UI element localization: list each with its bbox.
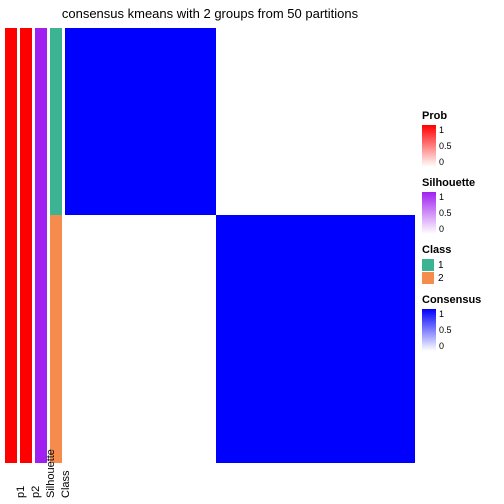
legend-tick: 0.5 [439,141,452,151]
legend-tick: 0.5 [439,208,452,218]
annotation-col-silhouette [35,28,47,463]
x-label-silhouette: Silhouette [45,449,57,498]
heatmap-cell [216,215,416,463]
legend-consensus: Consensus 1 0.5 0 [422,294,500,351]
annotation-col-p1 [5,28,17,463]
legend-item: 2 [422,272,500,284]
legend-panel: Prob 1 0.5 0 Silhouette 1 0.5 0 Class 1 2 Consensus… [422,110,500,361]
legend-prob: Prob 1 0.5 0 [422,110,500,167]
legend-tick: 0.5 [439,325,452,335]
legend-swatch [422,272,434,284]
legend-title: Prob [422,110,500,122]
annotation-col-class [50,28,62,463]
x-label-p2: p2 [30,486,42,498]
legend-class: Class 1 2 [422,244,500,284]
consensus-heatmap [65,28,415,463]
legend-tick: 0 [439,341,452,351]
x-label-class: Class [60,470,72,498]
legend-tick: 1 [439,192,452,202]
legend-item: 1 [422,259,500,271]
x-label-p1: p1 [15,486,27,498]
legend-title: Class [422,244,500,256]
heatmap-cell [65,215,216,463]
legend-title: Silhouette [422,177,500,189]
legend-gradient [422,309,436,351]
plot-area [5,28,415,463]
legend-gradient [422,192,436,234]
chart-title: consensus kmeans with 2 groups from 50 p… [0,6,420,21]
legend-swatch [422,259,434,271]
annotation-col-p2 [20,28,32,463]
heatmap-cell [216,28,416,215]
legend-title: Consensus [422,294,500,306]
legend-gradient [422,125,436,167]
legend-tick: 1 [439,309,452,319]
heatmap-cell [65,28,216,215]
legend-label: 1 [438,260,444,271]
legend-tick: 0 [439,224,452,234]
legend-label: 2 [438,273,444,284]
legend-tick: 0 [439,157,452,167]
legend-tick: 1 [439,125,452,135]
x-axis-labels: p1p2SilhouetteClass [5,466,415,502]
legend-silhouette: Silhouette 1 0.5 0 [422,177,500,234]
